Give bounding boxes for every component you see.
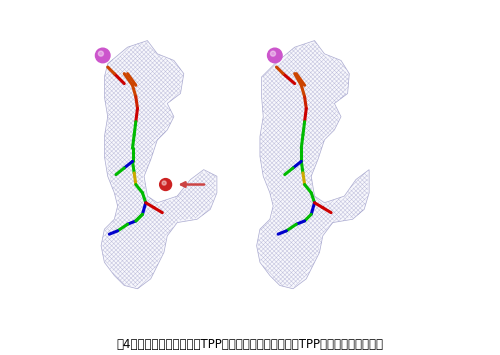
Circle shape — [268, 48, 282, 63]
Circle shape — [270, 51, 276, 56]
Circle shape — [162, 181, 166, 185]
Text: 図4：ジヒドロキシエチルTPP中間体（左）とアセチルTPP中間体（右）の構造: 図4：ジヒドロキシエチルTPP中間体（左）とアセチルTPP中間体（右）の構造 — [116, 338, 384, 351]
Circle shape — [96, 48, 110, 63]
PathPatch shape — [256, 40, 369, 289]
Circle shape — [98, 51, 103, 56]
PathPatch shape — [101, 40, 217, 289]
Circle shape — [160, 179, 172, 191]
